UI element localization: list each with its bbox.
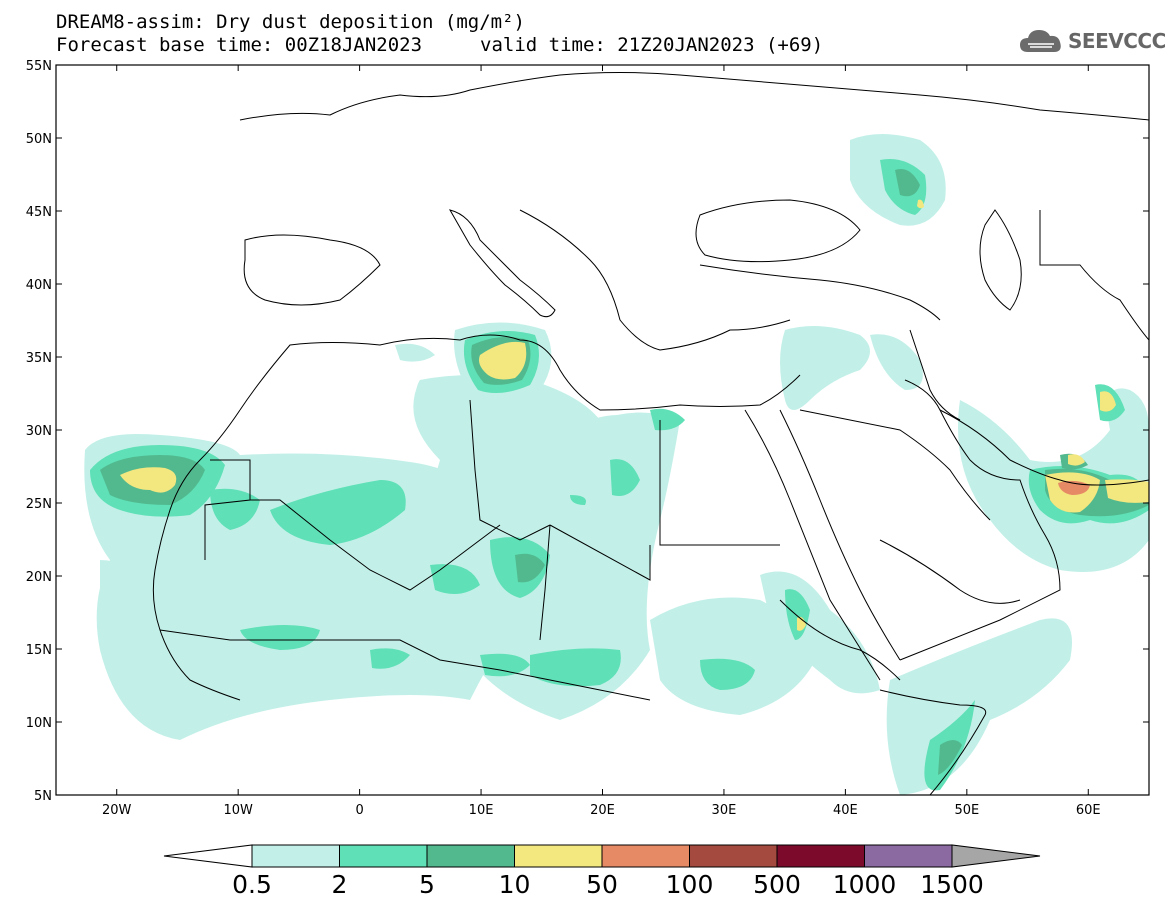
dust-area-ethiopia-4: [797, 616, 806, 631]
dust-deposition-field: [84, 134, 1149, 795]
colorbar-level-label: 10: [498, 870, 531, 899]
valid-time: valid time: 21Z20JAN2023 (+69): [480, 34, 824, 56]
lon-tick-label: 40E: [833, 803, 858, 818]
latitude-axis: 55N 50N 45N 40N 35N 30N 25N 20N 15N 10N 5N: [26, 59, 1149, 804]
colorbar-level-label: 5: [419, 870, 435, 899]
dust-area-chad-3: [515, 553, 545, 583]
coastline-balkans: [519, 209, 791, 351]
colorbar-level-label: 50: [586, 870, 618, 899]
lat-tick-label: 10N: [26, 716, 52, 731]
coastline-black-sea: [695, 199, 861, 263]
lat-tick-label: 20N: [26, 570, 52, 585]
dust-area-west-sahara: [84, 434, 547, 740]
dust-area-niger-2: [430, 537, 550, 598]
colorbar-swatch: [514, 844, 603, 868]
coastline-somalia: [879, 689, 987, 795]
dust-area-sahel-2: [240, 625, 410, 669]
lon-tick-label: 60E: [1076, 803, 1101, 818]
border-iran-iraq: [909, 329, 961, 421]
colorbar-swatch: [426, 844, 515, 868]
coastline-arabia: [899, 379, 1061, 661]
colorbar-swatch: [601, 844, 690, 868]
cloud-icon: [1020, 30, 1061, 52]
dust-area-morocco-4: [120, 467, 177, 493]
lon-tick-label: 30E: [712, 803, 737, 818]
seevccc-logo: SEEVCCC: [1018, 26, 1165, 56]
colorbar-level-label: 1500: [920, 870, 984, 899]
colorbar-level-label: 2: [331, 870, 348, 899]
border-west-sahara: [204, 459, 251, 560]
lon-tick-label: 10W: [223, 803, 253, 818]
dust-area-libya-2: [570, 459, 640, 505]
dust-area-caspian-4: [917, 199, 924, 209]
colorbar-swatch: [339, 844, 428, 868]
longitude-axis: 20W 10W 0 10E 20E 30E 40E 50E 60E: [102, 65, 1101, 818]
dust-area-algeria-north: [395, 343, 470, 409]
dust-area-mauritania-2: [210, 488, 260, 530]
lat-tick-label: 45N: [26, 205, 52, 220]
border-iran-afghanistan: [1039, 210, 1149, 341]
dust-area-mesopotamia: [870, 334, 923, 390]
lat-tick-label: 35N: [26, 351, 52, 366]
lon-tick-label: 50E: [954, 803, 979, 818]
lat-tick-label: 30N: [26, 424, 52, 439]
dust-area-sudan-2: [700, 658, 755, 690]
border-ethiopia: [779, 599, 901, 681]
lat-tick-label: 5N: [34, 789, 52, 804]
dust-area-levant: [780, 326, 870, 410]
colorbar-level-label: 1000: [832, 870, 897, 899]
border-sahel: [159, 629, 651, 701]
dust-area-somalia-3: [938, 740, 962, 775]
lat-tick-label: 15N: [26, 643, 52, 658]
colorbar-over-triangle: [951, 844, 1041, 868]
dust-area-mali-2: [270, 480, 406, 545]
border-niger-chad: [539, 524, 551, 641]
dust-area-west-africa-coast: [100, 560, 162, 677]
border-turkey: [699, 264, 941, 321]
colorbar-under-triangle: [163, 844, 253, 868]
lat-tick-label: 25N: [26, 497, 52, 512]
coastline-red-sea: [744, 409, 901, 681]
country-borders: [152, 72, 1149, 795]
coastline-persian-gulf: [939, 409, 1149, 486]
coastline-iberia: [243, 234, 381, 306]
lon-tick-label: 10E: [469, 803, 494, 818]
border-mali-mauritania: [250, 499, 501, 591]
colorbar-swatch: [776, 844, 865, 868]
dust-area-iran-north-4: [1068, 391, 1116, 466]
lat-tick-label: 55N: [26, 59, 52, 74]
border-egypt-sudan: [659, 420, 780, 546]
lon-tick-label: 20E: [590, 803, 615, 818]
colorbar-swatch: [251, 844, 340, 868]
logo-text: SEEVCCC: [1068, 29, 1165, 53]
colorbar-level-label: 500: [753, 870, 801, 899]
border-algeria-libya: [469, 399, 551, 541]
lat-tick-label: 40N: [26, 278, 52, 293]
map-title: DREAM8-assim: Dry dust deposition (mg/m²…: [56, 11, 525, 33]
lon-tick-label: 0: [355, 803, 363, 818]
colorbar-level-label: 0.5: [232, 870, 272, 899]
dust-area-egypt-2: [650, 408, 685, 431]
colorbar-swatch: [864, 844, 953, 868]
lon-tick-label: 20W: [102, 803, 132, 818]
dust-area-tunisia-4: [479, 341, 527, 380]
coastline-italy: [448, 209, 556, 318]
colorbar: [163, 844, 1041, 868]
lat-tick-label: 50N: [26, 132, 52, 147]
forecast-base-time: Forecast base time: 00Z18JAN2023: [56, 34, 423, 56]
border-saudi: [799, 409, 1021, 604]
coastline-north-africa: [239, 334, 801, 411]
coastline-caspian: [979, 209, 1022, 311]
border-libya-egypt: [549, 524, 651, 581]
colorbar-swatch: [689, 844, 778, 868]
colorbar-level-label: 100: [665, 870, 714, 899]
dust-area-caspian-3: [895, 169, 920, 197]
coastline-west-africa: [152, 409, 241, 701]
dust-area-chad-2: [480, 648, 621, 687]
coastline-europe-north: [239, 72, 1149, 121]
